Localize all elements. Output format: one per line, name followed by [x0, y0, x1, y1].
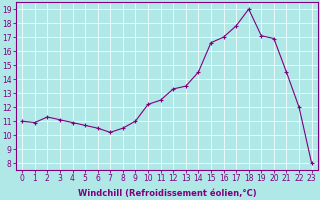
X-axis label: Windchill (Refroidissement éolien,°C): Windchill (Refroidissement éolien,°C): [77, 189, 256, 198]
